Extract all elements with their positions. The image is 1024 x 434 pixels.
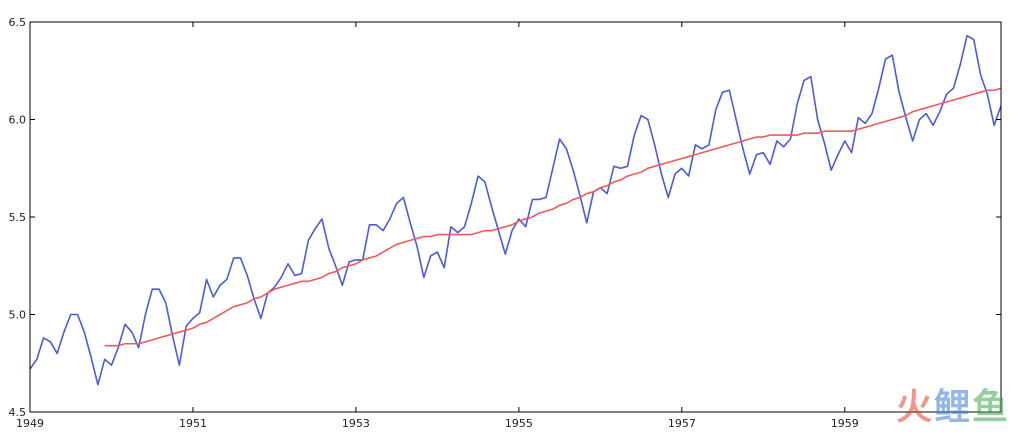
- axes-layer: 1949 1951 1953 1955 1957 1959 4.5 5.0 5.5 6.0 6.5: [9, 16, 1001, 430]
- x-tick-label: 1959: [831, 417, 859, 430]
- x-tick-label: 1955: [505, 417, 533, 430]
- plot-frame: [29, 21, 1002, 413]
- x-tick-label: 1953: [342, 417, 370, 430]
- watermark-char: 鱼: [971, 387, 1010, 428]
- series-layer: [29, 34, 1002, 386]
- y-tick-label: 6.0: [9, 114, 27, 127]
- y-tick-label: 6.5: [9, 16, 27, 29]
- watermark-char: 鲤: [933, 387, 972, 428]
- y-tick-label: 5.0: [9, 309, 27, 322]
- watermark-logo: 火鲤鱼: [896, 378, 1010, 430]
- y-tick-label: 4.5: [9, 406, 27, 419]
- y-tick-label: 5.5: [9, 211, 27, 224]
- series-line-2: [104, 87, 1002, 347]
- series-line-1: [29, 34, 1002, 386]
- x-tick-label: 1957: [668, 417, 696, 430]
- x-tick-label: 1951: [179, 417, 207, 430]
- x-tick-label: 1949: [16, 417, 44, 430]
- watermark-char: 火: [895, 387, 934, 428]
